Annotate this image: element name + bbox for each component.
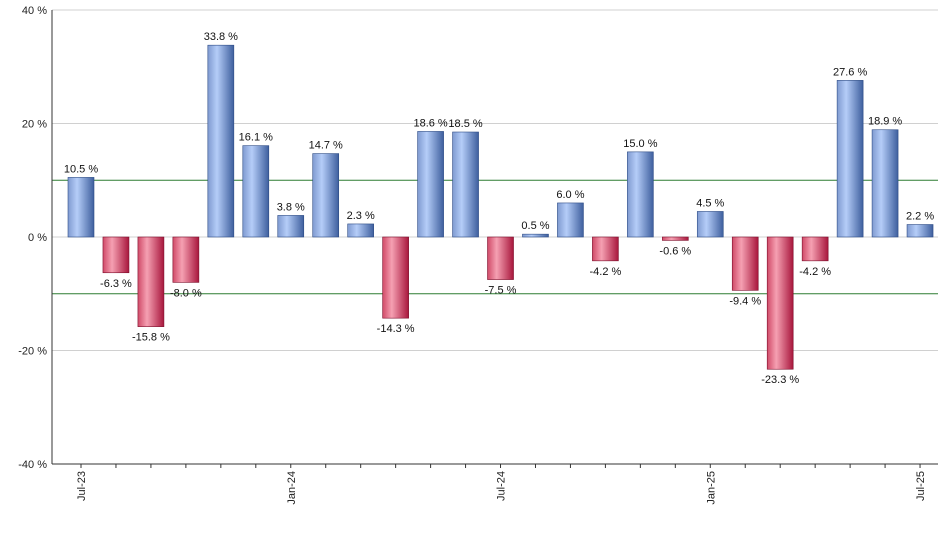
data-label: 4.5 % xyxy=(696,197,724,209)
data-label: 27.6 % xyxy=(833,66,867,78)
bar-jul-23[interactable] xyxy=(67,177,95,238)
data-label: 0.5 % xyxy=(521,220,549,232)
data-labels: 10.5 % -6.3 % -15.8 % -8.0 % 33.8 % 16.1 % 3.8… xyxy=(64,31,934,386)
bar-oct-23[interactable] xyxy=(172,236,200,283)
y-tick-label: 20 % xyxy=(22,119,47,131)
y-tick-label: -20 % xyxy=(18,346,47,358)
data-label: 10.5 % xyxy=(64,163,98,175)
data-label: -14.3 % xyxy=(377,323,415,335)
data-label: -8.0 % xyxy=(170,287,202,299)
bar-mar-25[interactable] xyxy=(766,236,794,370)
x-tick-label: Jan-25 xyxy=(705,471,717,505)
bar-sep-24[interactable] xyxy=(557,202,584,238)
bar-jul-25[interactable] xyxy=(906,224,934,238)
bar-nov-23[interactable] xyxy=(207,44,235,238)
bar-feb-25[interactable] xyxy=(731,236,759,291)
bar-dec-23[interactable] xyxy=(242,145,270,238)
y-tick-label: 40 % xyxy=(22,5,47,17)
bar-sep-23[interactable] xyxy=(137,236,165,327)
y-tick-label: 0 % xyxy=(28,232,47,244)
data-label: -6.3 % xyxy=(100,278,132,290)
data-label: 15.0 % xyxy=(623,138,657,150)
bar-jun-25[interactable] xyxy=(871,129,899,238)
data-label: 18.9 % xyxy=(868,116,902,128)
bar-may-25[interactable] xyxy=(836,80,864,238)
data-label: 18.5 % xyxy=(448,118,482,130)
data-label: -9.4 % xyxy=(729,295,761,307)
bars xyxy=(67,44,934,370)
data-label: 6.0 % xyxy=(556,189,584,201)
bar-aug-23[interactable] xyxy=(102,236,130,274)
data-label: -15.8 % xyxy=(132,332,170,344)
x-tick-label: Jan-24 xyxy=(286,471,298,505)
x-tick-label: Jul-25 xyxy=(915,471,927,501)
bar-jan-25[interactable] xyxy=(696,211,724,238)
data-label: 2.2 % xyxy=(906,211,934,223)
bar-aug-24[interactable] xyxy=(522,233,549,238)
bar-may-24[interactable] xyxy=(417,131,444,238)
data-label: -0.6 % xyxy=(659,245,691,257)
data-label: -7.5 % xyxy=(485,285,517,297)
axes: 40 % 20 % 0 % -20 % -40 % Jul-23 Jan-24 Jul-24 J… xyxy=(18,5,938,505)
data-label: -23.3 % xyxy=(761,374,799,386)
data-label: 33.8 % xyxy=(204,31,238,43)
bar-jun-24[interactable] xyxy=(452,131,479,238)
bar-apr-24[interactable] xyxy=(382,236,409,319)
data-label: 14.7 % xyxy=(309,140,343,152)
x-tick-label: Jul-23 xyxy=(76,471,88,501)
bar-jan-24[interactable] xyxy=(277,215,305,238)
bar-nov-24[interactable] xyxy=(627,151,654,238)
bar-jul-24[interactable] xyxy=(487,236,514,280)
data-label: 3.8 % xyxy=(277,201,305,213)
y-tick-label: -40 % xyxy=(18,459,47,471)
bar-feb-24[interactable] xyxy=(312,153,340,238)
data-label: 18.6 % xyxy=(413,117,447,129)
data-label: 16.1 % xyxy=(239,132,273,144)
bar-apr-25[interactable] xyxy=(801,236,829,262)
bar-oct-24[interactable] xyxy=(592,236,619,262)
data-label: -4.2 % xyxy=(799,266,831,278)
x-tick-label: Jul-24 xyxy=(496,471,508,501)
data-label: 2.3 % xyxy=(347,210,375,222)
bar-dec-24[interactable] xyxy=(662,236,689,241)
data-label: -4.2 % xyxy=(590,266,622,278)
bar-mar-24[interactable] xyxy=(347,223,374,238)
